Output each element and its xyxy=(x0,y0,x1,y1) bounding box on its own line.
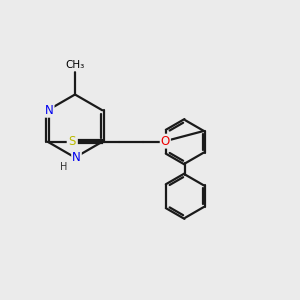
Text: CH₃: CH₃ xyxy=(65,60,85,70)
Text: O: O xyxy=(68,135,77,148)
Text: N: N xyxy=(45,104,54,117)
Text: S: S xyxy=(69,135,76,148)
Text: O: O xyxy=(161,135,170,148)
Text: H: H xyxy=(60,161,67,172)
Text: N: N xyxy=(72,151,81,164)
